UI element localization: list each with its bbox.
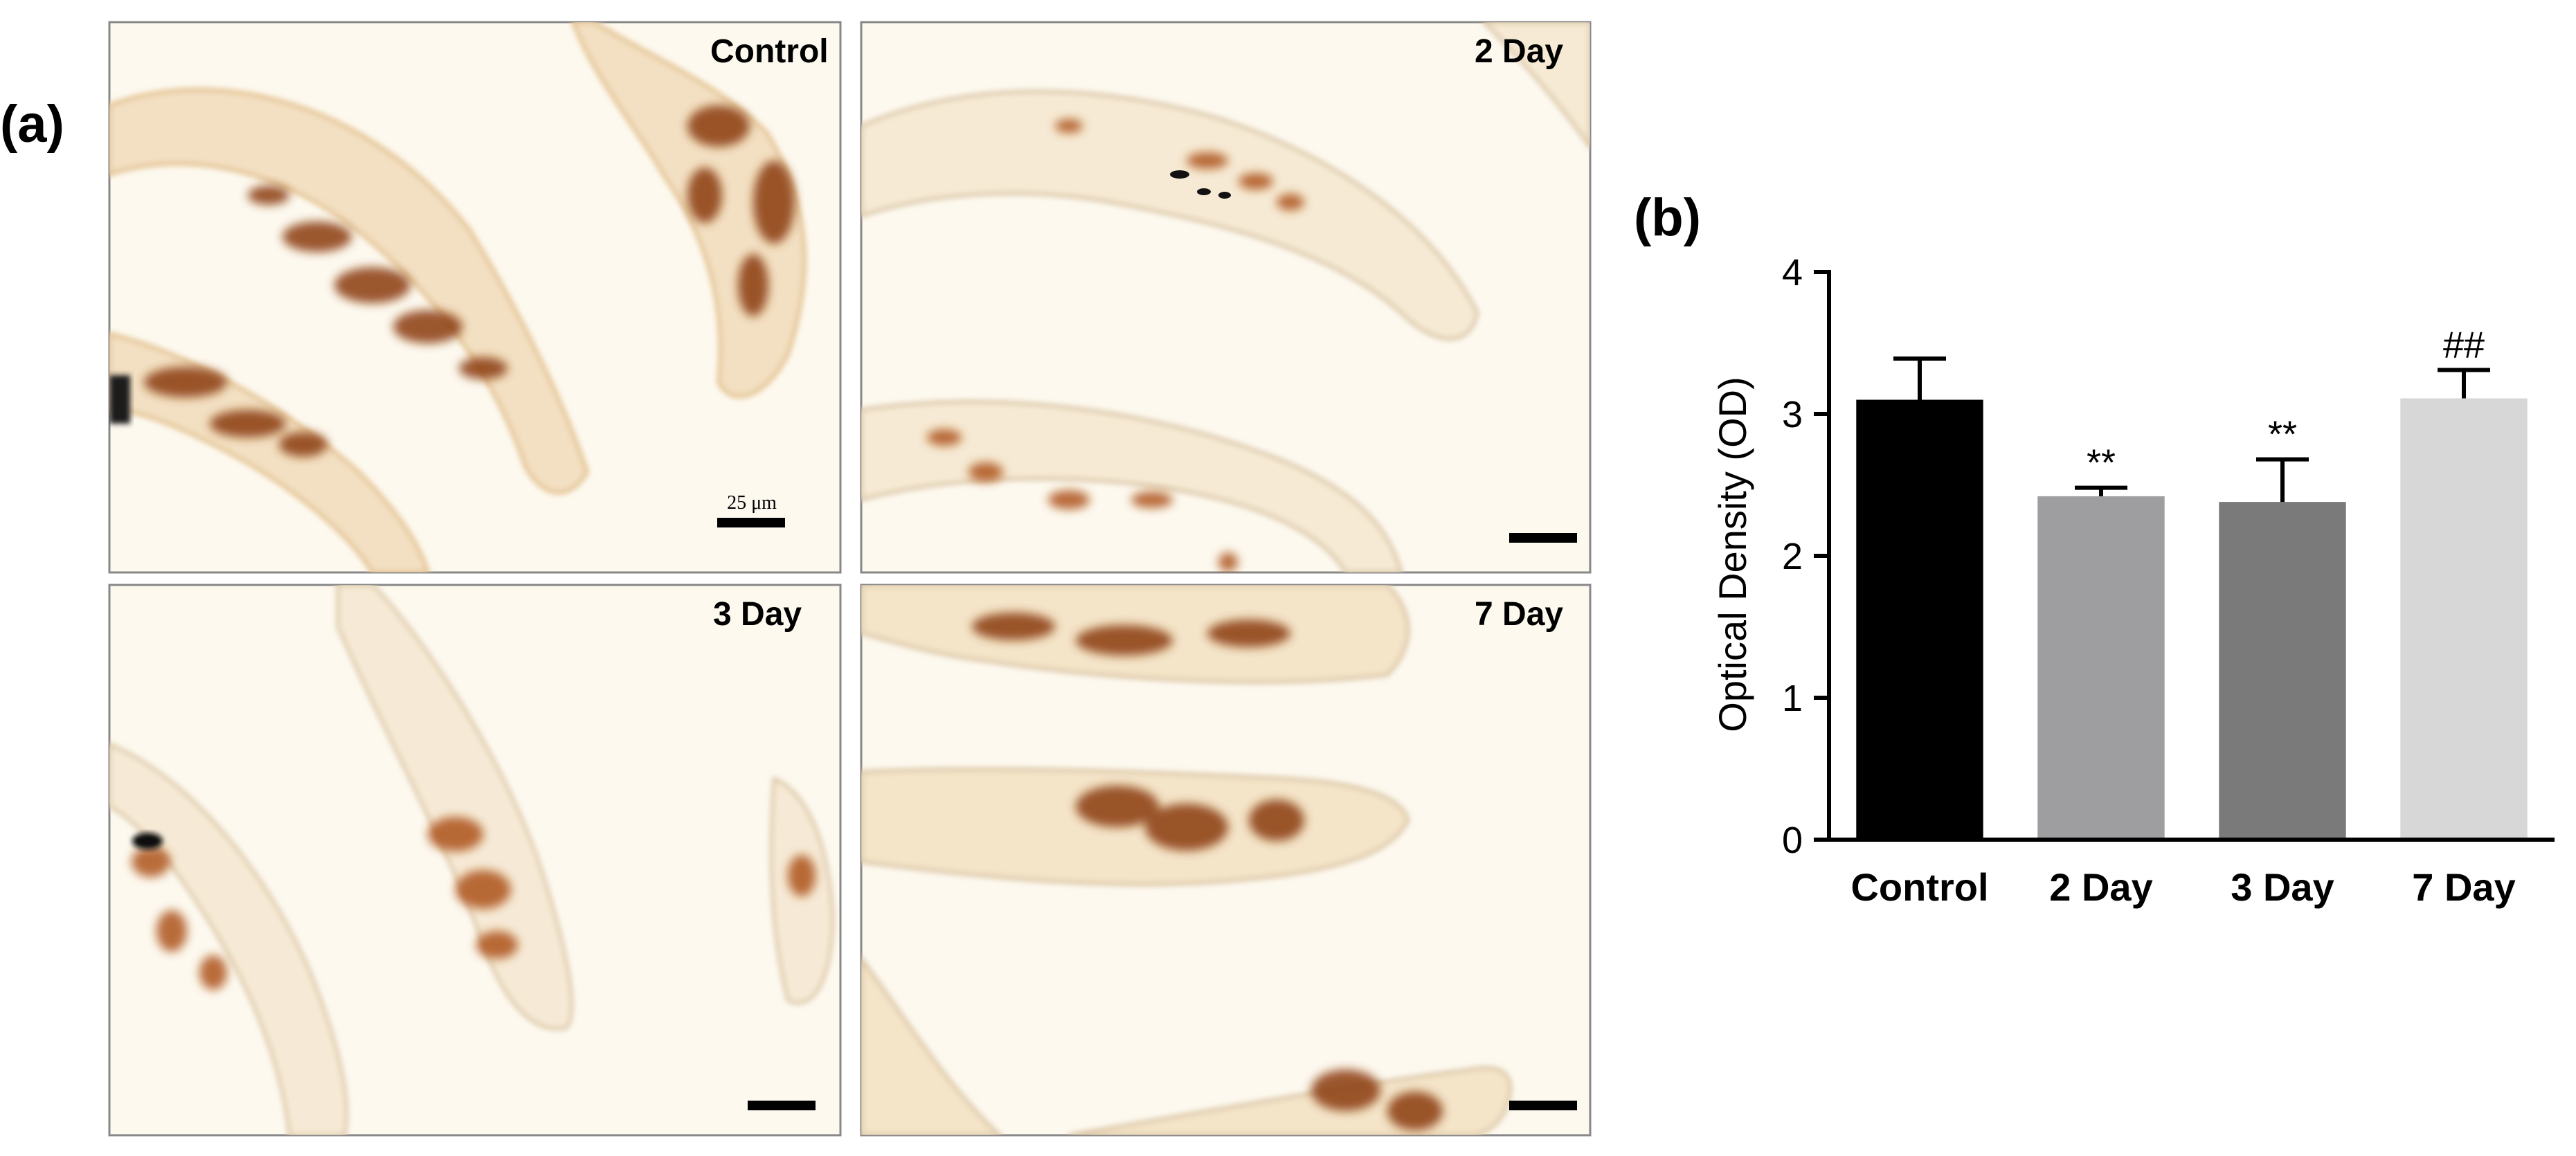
scale-bar-3-day	[748, 1101, 816, 1110]
significance-3-day: **	[2268, 414, 2297, 455]
bar-7-day	[2400, 398, 2528, 840]
y-tick-label-2: 2	[1782, 536, 1803, 577]
bar-chart: ** ** ## 0 1 2 3 4 Control 2 Day 3 Day 7 Day Opti…	[1711, 252, 2555, 909]
scale-bar-7-day	[1509, 1101, 1577, 1110]
x-tick-label-7-day: 7 Day	[2412, 865, 2515, 909]
y-axis-title: Optical Density (OD)	[1711, 377, 1754, 732]
y-tick-label-4: 4	[1782, 252, 1803, 293]
micrograph-label-control: Control	[710, 33, 829, 70]
panel-b-letter: (b)	[1634, 188, 1701, 247]
scale-bar-text: 25 μm	[727, 492, 777, 514]
significance-2-day: **	[2087, 442, 2116, 484]
y-tick-label-1: 1	[1782, 678, 1803, 719]
error-bar-control	[1893, 356, 1946, 400]
bar-control	[1856, 399, 1983, 840]
panel-a-letter: (a)	[0, 95, 64, 154]
x-tick-label-2-day: 2 Day	[2049, 865, 2152, 909]
micrograph-3-day: 3 Day	[108, 584, 842, 1137]
y-tick-label-0: 0	[1782, 820, 1803, 861]
micrograph-label-3-day: 3 Day	[713, 596, 802, 633]
bar-3-day	[2219, 502, 2346, 840]
micrograph-7-day: 7 Day	[860, 584, 1592, 1137]
micrograph-label-7-day: 7 Day	[1475, 596, 1563, 633]
y-tick-label-3: 3	[1782, 394, 1803, 435]
error-bar-2-day	[2075, 485, 2127, 496]
scale-bar-control	[717, 518, 785, 527]
bar-2-day	[2037, 496, 2165, 840]
micrograph-2-day: 2 Day	[860, 21, 1592, 574]
x-tick-label-control: Control	[1850, 865, 1988, 909]
error-bar-7-day	[2438, 368, 2490, 399]
scale-bar-2-day	[1509, 533, 1577, 543]
micrograph-control: Control 25 μm	[108, 21, 842, 574]
micrograph-label-2-day: 2 Day	[1475, 33, 1563, 70]
error-bar-3-day	[2256, 457, 2309, 503]
significance-7-day: ##	[2443, 324, 2485, 365]
x-tick-label-3-day: 3 Day	[2231, 865, 2334, 909]
